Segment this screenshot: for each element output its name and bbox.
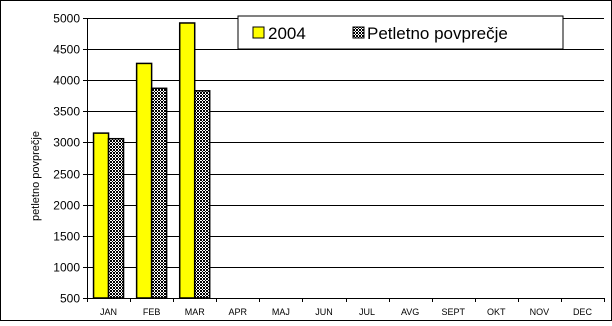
x-tick-label: FEB <box>143 307 161 317</box>
x-tick-label: APR <box>229 307 248 317</box>
legend-label: Petletno povprečje <box>367 24 508 43</box>
y-tick-label: 500 <box>60 292 80 306</box>
x-tick-label: NOV <box>530 307 550 317</box>
legend-swatch <box>352 26 365 39</box>
bar-series-2 <box>107 137 125 299</box>
legend-label: 2004 <box>268 24 306 43</box>
y-tick-label: 2500 <box>53 168 80 182</box>
x-tick-label: OKT <box>487 307 506 317</box>
x-tick-label: JUN <box>315 307 333 317</box>
y-tick-label: 3500 <box>53 105 80 119</box>
axes: 500 1000 1500 2000 2500 3000 3500 4000 4500 5000 J… <box>53 12 605 317</box>
x-tick-label: JUL <box>359 307 375 317</box>
y-tick-label: 4500 <box>53 43 80 57</box>
bars <box>92 22 211 299</box>
bar-series-2 <box>150 87 168 299</box>
y-tick-label: 4000 <box>53 74 80 88</box>
x-tick-label: SEPT <box>441 307 465 317</box>
x-tick-label: AVG <box>401 307 419 317</box>
y-tick-label: 5000 <box>53 12 80 26</box>
legend: 2004 Petletno povprečje <box>237 15 564 50</box>
x-tick-label: MAJ <box>272 307 290 317</box>
y-tick-label: 3000 <box>53 136 80 150</box>
y-tick-label: 2000 <box>53 199 80 213</box>
bar-series-1 <box>135 62 153 299</box>
x-tick-label: DEC <box>573 307 593 317</box>
x-tick-label: JAN <box>100 307 117 317</box>
y-tick-label: 1500 <box>53 230 80 244</box>
bar-series-2 <box>193 90 211 299</box>
x-tick-label: MAR <box>185 307 206 317</box>
bar-series-1 <box>178 22 196 299</box>
y-tick-label: 1000 <box>53 261 80 275</box>
bar-series-1 <box>92 132 110 299</box>
legend-box <box>237 15 564 50</box>
y-axis-title: petletno povprečje <box>30 131 42 221</box>
legend-swatch <box>252 26 265 39</box>
